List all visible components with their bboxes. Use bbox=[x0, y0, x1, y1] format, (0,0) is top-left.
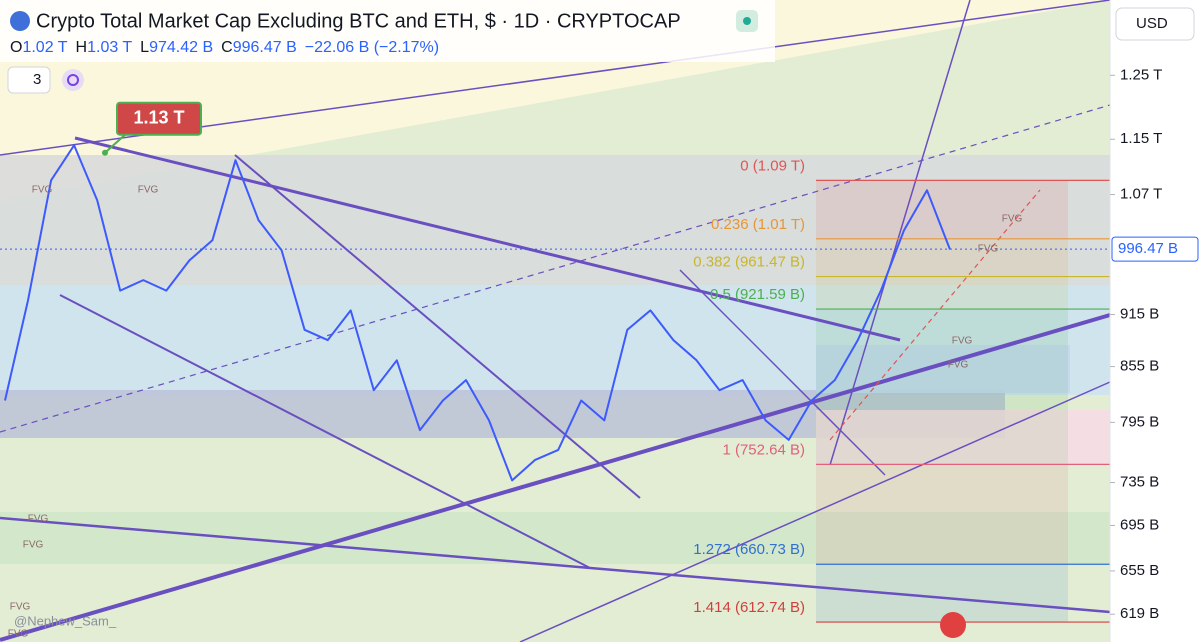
range-zone bbox=[0, 155, 1110, 285]
fib-zone bbox=[816, 276, 1068, 310]
fvg-label: FVG bbox=[978, 244, 999, 255]
callout-label: 1.13 T bbox=[133, 107, 184, 127]
watermark: @Nephew_Sam_ bbox=[14, 613, 117, 628]
callout-leader bbox=[104, 133, 126, 154]
ohlc-change: −22.06 B (−2.17%) bbox=[305, 39, 439, 56]
y-tick-label: 915 B bbox=[1120, 306, 1159, 323]
fib-label: 1 (752.64 B) bbox=[722, 441, 805, 458]
last-price-label: 996.47 B bbox=[1118, 240, 1178, 257]
fib-zone bbox=[816, 238, 1068, 277]
y-tick-label: 655 B bbox=[1120, 562, 1159, 579]
y-tick-label: 1.15 T bbox=[1120, 130, 1162, 147]
fvg-label: FVG bbox=[1002, 214, 1023, 225]
range-zone bbox=[0, 512, 1110, 564]
indicator-button[interactable] bbox=[62, 69, 84, 91]
fvg-label: FVG bbox=[952, 336, 973, 347]
ohlc: O1.02 T H1.03 T L974.42 B C996.47 B −22.06 B… bbox=[10, 39, 439, 56]
fvg-label: FVG bbox=[948, 360, 969, 371]
indicator-icon bbox=[67, 74, 79, 86]
fib-label: 1.414 (612.74 B) bbox=[693, 599, 805, 616]
y-tick-label: 795 B bbox=[1120, 413, 1159, 430]
y-tick-label: 1.07 T bbox=[1120, 186, 1162, 203]
currency-button[interactable] bbox=[1115, 7, 1195, 41]
indicator-toggle[interactable] bbox=[7, 66, 51, 94]
legend-background bbox=[0, 0, 775, 62]
status-dot bbox=[743, 17, 751, 25]
fvg-label: FVG bbox=[32, 185, 53, 196]
fvg-label: FVG bbox=[23, 540, 44, 551]
fib-zone bbox=[816, 309, 1068, 465]
y-tick-label: 735 B bbox=[1120, 474, 1159, 491]
fib-label: 0.236 (1.01 T) bbox=[711, 216, 805, 233]
event-flag[interactable] bbox=[940, 612, 966, 638]
fvg-label: FVG bbox=[10, 602, 31, 613]
y-tick-label: 695 B bbox=[1120, 516, 1159, 533]
ohlc-label: L bbox=[140, 39, 149, 56]
fib-zone bbox=[816, 564, 1068, 623]
ohlc-label: H bbox=[76, 39, 88, 56]
ohlc-label: O bbox=[10, 39, 22, 56]
ohlc-value: 1.03 T bbox=[87, 39, 132, 56]
symbol-logo bbox=[10, 11, 30, 31]
fib-label: 0.5 (921.59 B) bbox=[710, 286, 805, 303]
fib-label: 1.272 (660.73 B) bbox=[693, 541, 805, 558]
fvg-label: FVG bbox=[138, 185, 159, 196]
y-tick-label: 1.25 T bbox=[1120, 66, 1162, 83]
chart-title: Crypto Total Market Cap Excluding BTC an… bbox=[36, 10, 681, 32]
price-line bbox=[4, 144, 951, 482]
ohlc-value: 996.47 B bbox=[233, 39, 297, 56]
callout-box bbox=[116, 101, 202, 136]
fib-label: 0 (1.09 T) bbox=[740, 157, 805, 174]
indicator-count[interactable]: 3 bbox=[33, 71, 41, 88]
ohlc-value: 974.42 B bbox=[149, 39, 213, 56]
y-tick-label: 855 B bbox=[1120, 358, 1159, 375]
ohlc-value: 1.02 T bbox=[22, 39, 67, 56]
ohlc-label: C bbox=[221, 39, 233, 56]
currency[interactable]: USD bbox=[1136, 15, 1168, 32]
y-tick-label: 619 B bbox=[1120, 605, 1159, 622]
fib-zone bbox=[816, 464, 1068, 565]
fib-label: 0.382 (961.47 B) bbox=[693, 254, 805, 271]
fvg-label: FVG bbox=[8, 629, 29, 640]
price-axis bbox=[1110, 0, 1200, 642]
fvg-label: FVG bbox=[28, 514, 49, 525]
last-price-tag bbox=[1111, 236, 1199, 262]
